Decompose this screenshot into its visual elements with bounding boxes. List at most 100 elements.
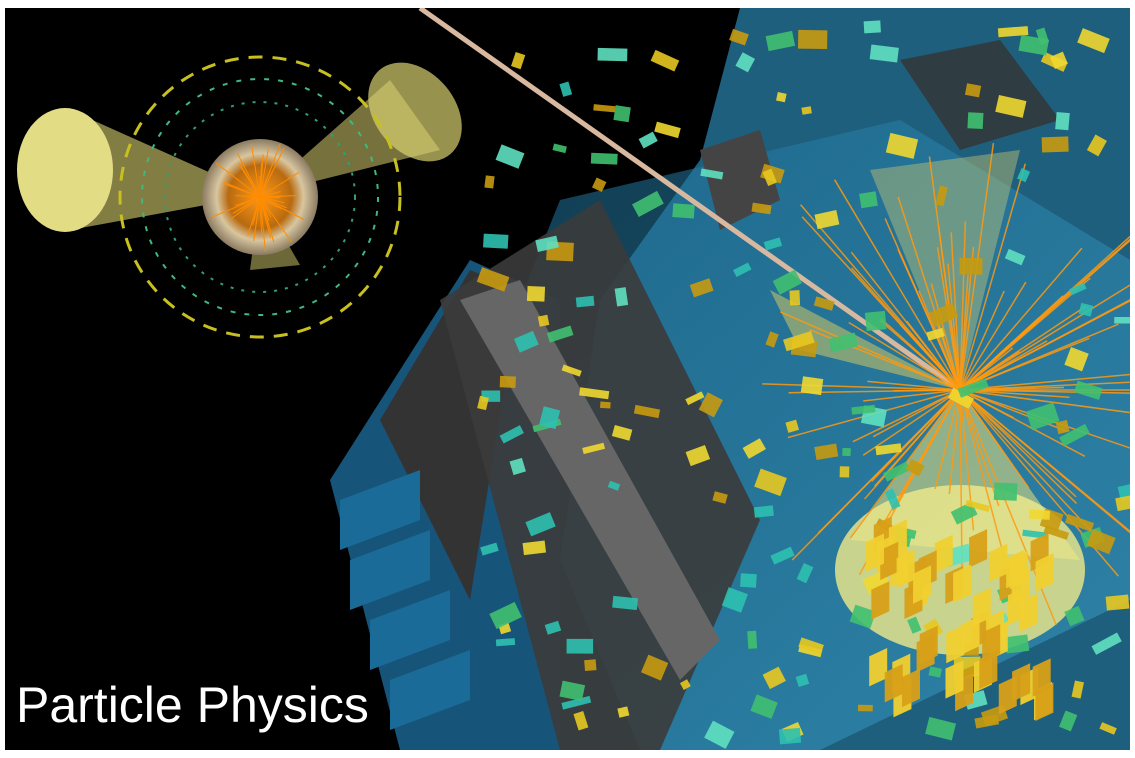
hit-block [959,257,983,275]
hit-block [480,542,499,556]
hit-block [916,633,935,673]
hit-block [740,573,757,588]
hit-block [593,104,616,113]
hit-block [885,132,919,159]
hit-block [884,488,901,510]
hit-block [995,94,1027,118]
hit-block [584,659,597,672]
track [259,147,285,198]
hit-block [559,680,586,701]
hit-block [905,458,925,477]
hit-block [945,660,964,699]
track [880,318,961,391]
track [863,389,961,402]
track [959,277,1091,391]
track [897,196,961,391]
hit-block [884,663,903,703]
track [959,305,1087,391]
track [231,196,261,220]
hit-block [1035,553,1054,592]
hit-block [896,549,915,589]
track [259,172,300,198]
track [259,143,281,198]
hit-block [679,679,691,690]
hit-block [590,152,618,165]
track [867,380,961,391]
hit-block [798,637,824,655]
track [780,311,961,391]
hit-block [499,375,516,388]
hit-block [1091,632,1122,655]
track [848,321,961,391]
hit-block [785,419,800,433]
hit-block [1077,28,1110,54]
hit-block [742,438,766,459]
hit-block [1004,248,1026,266]
hit-block [611,424,633,441]
jet-cone-base [17,108,113,232]
image-content: Particle Physics [5,8,1130,750]
hit-block [733,262,752,277]
hit-block [633,404,661,419]
hit-block [765,30,796,52]
hit-block [751,202,772,215]
track [959,247,1083,391]
hit-block [762,168,777,187]
track [959,389,1000,507]
hit-block [552,143,567,154]
hit-block [857,704,873,712]
detector-module [900,40,1060,150]
track [959,340,1048,391]
track [253,196,261,242]
hit-block [871,581,890,620]
hit-block [513,330,539,353]
hit-block [839,466,850,478]
hit-block [698,392,723,418]
track [947,263,961,391]
hit-block [1069,282,1087,296]
track [259,191,281,198]
hit-block [617,706,630,718]
hit-block [765,331,779,348]
track [959,389,1077,498]
hit-block [672,203,695,219]
hit-block [934,534,953,574]
particle-tracks [211,142,1130,626]
hit-block [964,83,982,98]
tracker-ring [164,101,356,293]
hit-block [997,26,1029,38]
hit-block [511,51,526,70]
track [833,179,961,391]
hit-block [638,131,658,149]
hit-block [770,546,795,565]
hit-block [582,442,606,455]
hit-block [1064,605,1085,627]
hit-block [483,233,509,249]
track [959,290,1005,391]
hit-block [1074,380,1103,400]
hit-block [579,387,610,400]
hit-block [851,404,876,415]
track [948,389,961,495]
hit-block [575,295,595,308]
hit-block [866,533,885,572]
track [959,389,1096,536]
track [252,196,261,226]
hit-block [509,457,526,476]
hit-block [729,28,749,46]
track [852,389,961,443]
track [959,221,967,391]
hit-block [525,512,556,537]
hit-block [813,296,835,311]
hit-block [969,529,988,568]
track [215,162,261,198]
hit-block [776,92,787,103]
hit-block [721,587,748,613]
hit-block [783,331,815,352]
caption: Particle Physics [16,677,369,733]
hit-block [476,267,510,292]
calorimeter-ring [118,55,402,339]
hit-block [926,327,945,341]
hit-block [1114,316,1130,324]
